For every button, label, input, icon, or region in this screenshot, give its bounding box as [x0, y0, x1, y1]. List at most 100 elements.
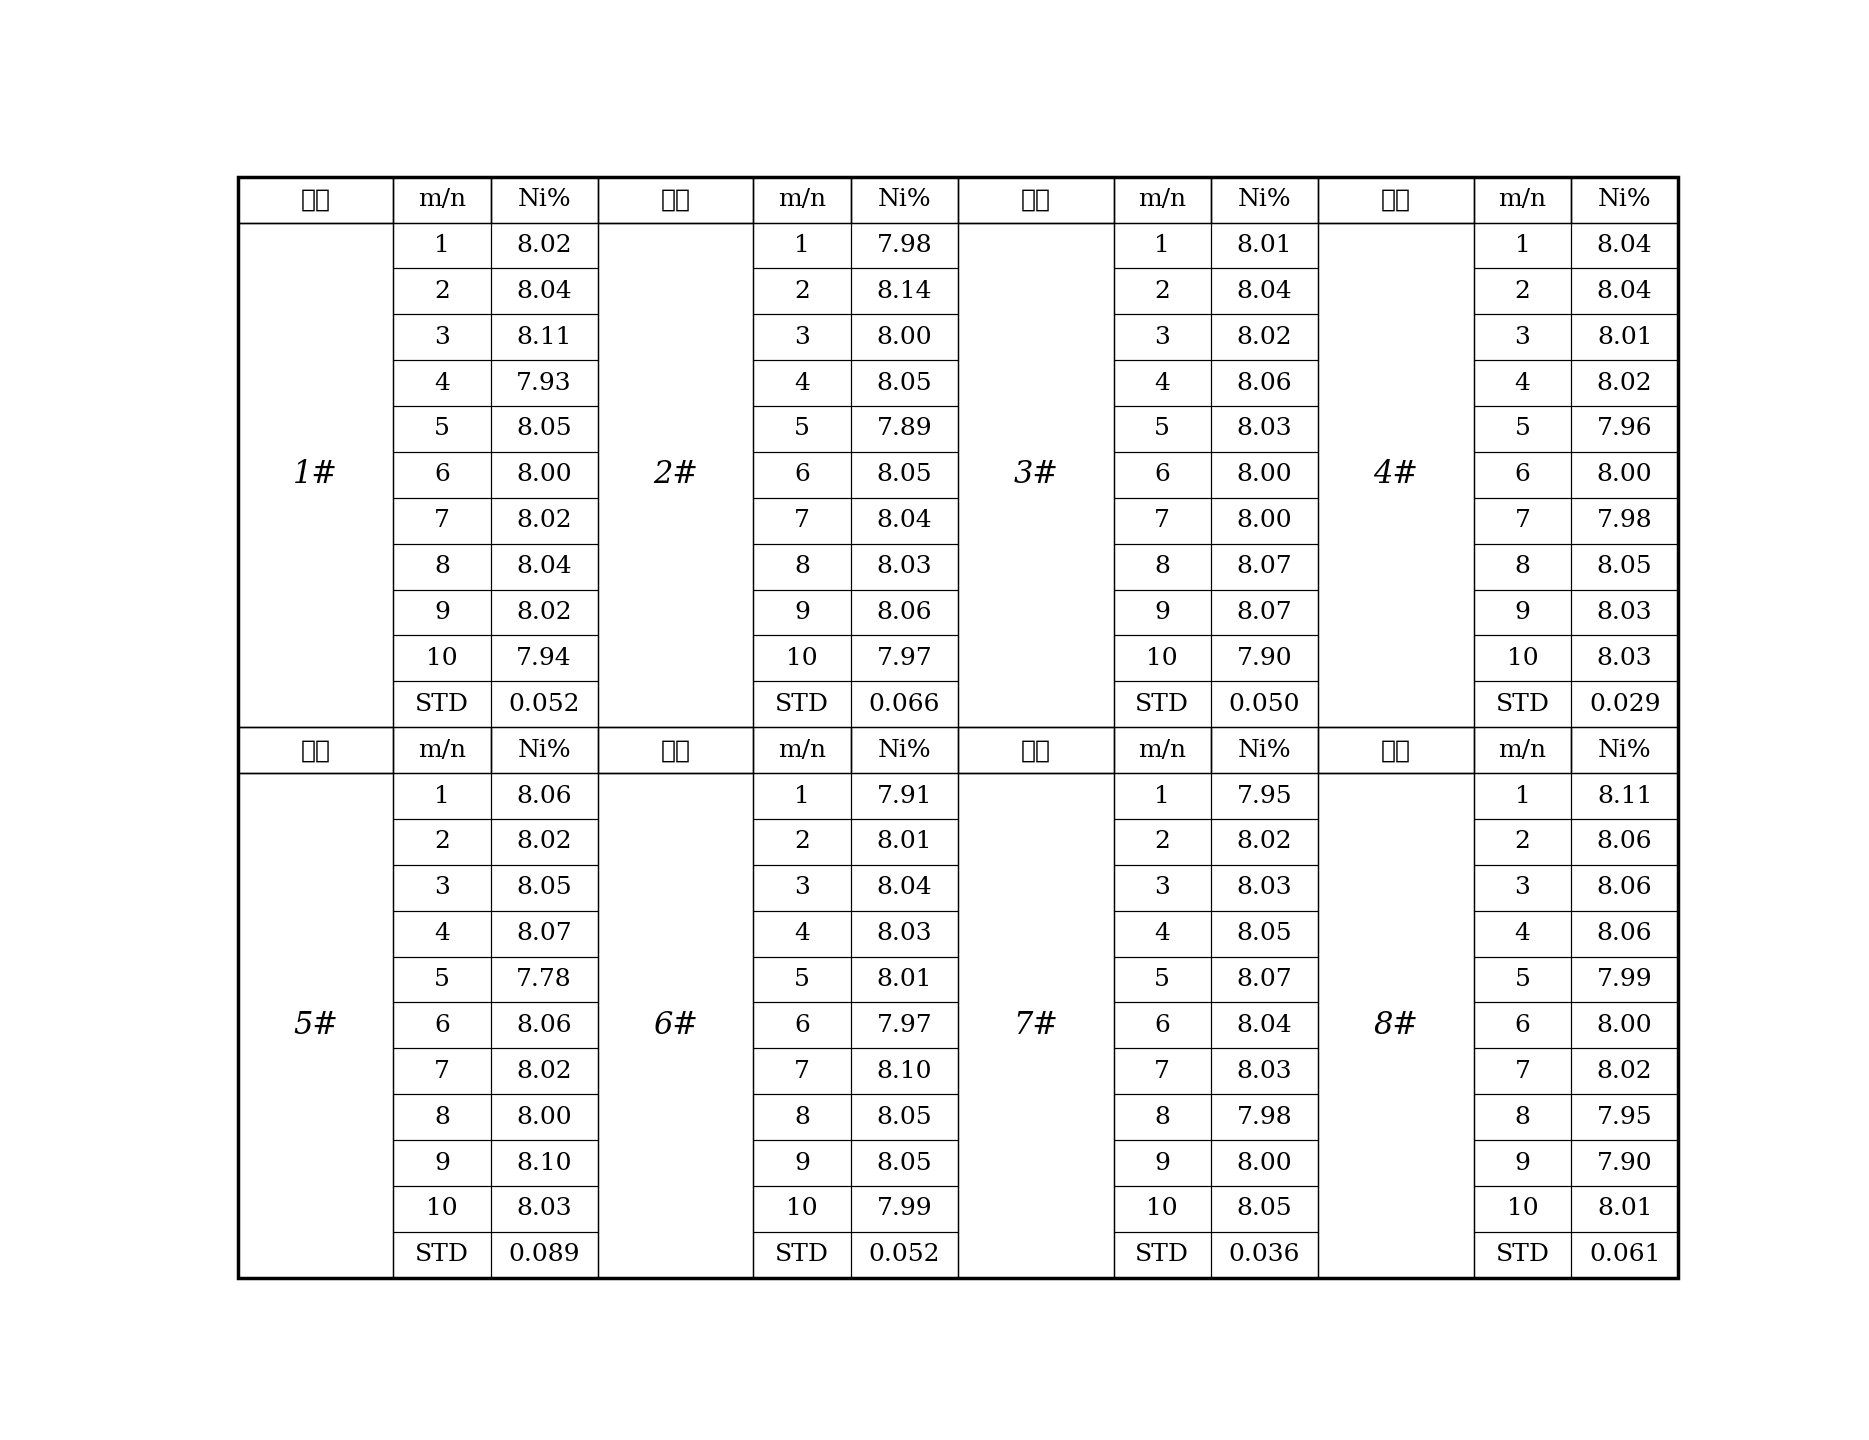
Text: m/n: m/n	[1138, 189, 1187, 212]
Text: 7.98: 7.98	[877, 233, 933, 256]
Text: 9: 9	[1155, 600, 1170, 624]
Text: 0.089: 0.089	[508, 1243, 579, 1266]
Text: 8.11: 8.11	[516, 325, 572, 348]
Bar	[1114, 1140, 1211, 1187]
Bar	[957, 223, 1114, 727]
Bar	[1475, 360, 1572, 406]
Bar	[392, 727, 490, 773]
Bar	[1572, 1231, 1678, 1277]
Text: 编号: 编号	[660, 187, 690, 212]
Bar	[392, 681, 490, 727]
Bar	[490, 452, 598, 498]
Text: 8.02: 8.02	[1237, 831, 1291, 854]
Text: 8.01: 8.01	[877, 831, 933, 854]
Bar	[1475, 956, 1572, 1002]
Text: 8.04: 8.04	[1596, 279, 1652, 302]
Bar	[1114, 223, 1211, 268]
Text: 8.05: 8.05	[1596, 556, 1652, 577]
Bar	[850, 956, 957, 1002]
Bar	[850, 1231, 957, 1277]
Text: 9: 9	[434, 600, 450, 624]
Text: 1#: 1#	[293, 459, 338, 491]
Bar	[490, 1187, 598, 1231]
Text: Ni%: Ni%	[1237, 739, 1291, 762]
Bar	[1114, 314, 1211, 360]
Text: 10: 10	[787, 1198, 819, 1221]
Text: 8.07: 8.07	[1237, 600, 1291, 624]
Text: 8: 8	[1514, 1106, 1531, 1129]
Text: 10: 10	[787, 647, 819, 670]
Bar	[1475, 1187, 1572, 1231]
Bar	[598, 727, 753, 773]
Text: 7.95: 7.95	[1237, 785, 1291, 808]
Text: 5: 5	[794, 968, 809, 991]
Bar	[490, 268, 598, 314]
Bar	[1475, 223, 1572, 268]
Bar	[490, 681, 598, 727]
Bar	[237, 727, 392, 773]
Text: 2: 2	[1514, 279, 1531, 302]
Text: 1: 1	[434, 233, 450, 256]
Bar	[1475, 1048, 1572, 1094]
Text: 8.03: 8.03	[877, 922, 933, 945]
Bar	[1114, 1094, 1211, 1140]
Text: 2: 2	[794, 279, 809, 302]
Text: 8.01: 8.01	[1596, 325, 1652, 348]
Bar	[1572, 1187, 1678, 1231]
Bar	[850, 544, 957, 589]
Text: 8.06: 8.06	[516, 785, 572, 808]
Bar	[753, 956, 850, 1002]
Text: 9: 9	[434, 1152, 450, 1175]
Bar	[753, 406, 850, 452]
Text: 5#: 5#	[293, 1009, 338, 1041]
Bar	[1572, 819, 1678, 865]
Text: 8.03: 8.03	[516, 1198, 572, 1221]
Text: 10: 10	[426, 647, 458, 670]
Bar	[1211, 1187, 1318, 1231]
Text: 5: 5	[794, 418, 809, 441]
Text: 9: 9	[1514, 600, 1531, 624]
Bar	[490, 544, 598, 589]
Bar	[1572, 773, 1678, 819]
Bar	[392, 910, 490, 956]
Bar	[850, 406, 957, 452]
Bar	[598, 223, 753, 727]
Bar	[1114, 360, 1211, 406]
Bar	[850, 498, 957, 544]
Text: 2: 2	[794, 831, 809, 854]
Bar	[490, 498, 598, 544]
Text: 3: 3	[1514, 877, 1531, 899]
Bar	[392, 589, 490, 635]
Bar	[850, 223, 957, 268]
Bar	[1572, 177, 1678, 223]
Bar	[1211, 773, 1318, 819]
Text: 8.05: 8.05	[877, 1106, 933, 1129]
Text: 0.066: 0.066	[869, 693, 940, 716]
Bar	[490, 727, 598, 773]
Text: 6: 6	[794, 464, 809, 487]
Bar	[1572, 544, 1678, 589]
Text: 8: 8	[1155, 556, 1170, 577]
Bar	[1572, 498, 1678, 544]
Text: 2: 2	[434, 279, 450, 302]
Text: 7: 7	[1514, 510, 1531, 533]
Text: 8.11: 8.11	[1596, 785, 1652, 808]
Text: 8.04: 8.04	[877, 510, 933, 533]
Bar	[1211, 1140, 1318, 1187]
Text: 8.00: 8.00	[516, 464, 572, 487]
Bar	[1572, 956, 1678, 1002]
Bar	[1475, 498, 1572, 544]
Text: 4: 4	[1514, 922, 1531, 945]
Text: STD: STD	[776, 1243, 830, 1266]
Text: STD: STD	[415, 693, 469, 716]
Bar	[1572, 1140, 1678, 1187]
Bar	[1475, 681, 1572, 727]
Bar	[1572, 223, 1678, 268]
Text: 8.03: 8.03	[1237, 877, 1291, 899]
Bar	[1211, 544, 1318, 589]
Text: 8.02: 8.02	[1596, 372, 1652, 395]
Text: STD: STD	[1495, 1243, 1549, 1266]
Bar	[1475, 727, 1572, 773]
Bar	[1114, 406, 1211, 452]
Text: m/n: m/n	[419, 189, 465, 212]
